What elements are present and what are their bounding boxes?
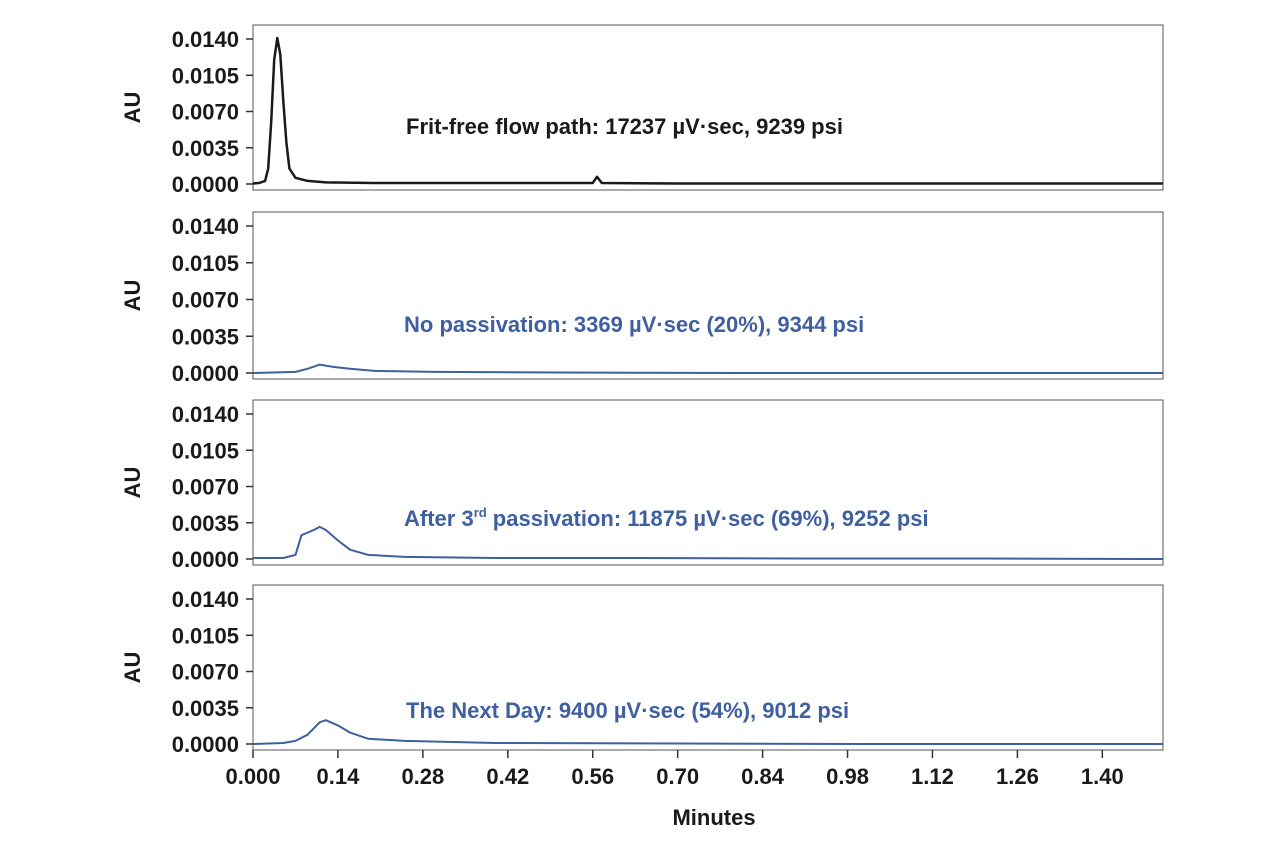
y-tick-label: 0.0035	[172, 324, 239, 349]
y-tick-label: 0.0070	[172, 475, 239, 500]
y-tick-label: 0.0140	[172, 214, 239, 239]
x-axis-label: Minutes	[672, 805, 755, 830]
y-tick-label: 0.0140	[172, 402, 239, 427]
x-tick-label: 0.84	[741, 764, 785, 789]
series-line	[252, 36, 1163, 185]
y-tick-label: 0.0070	[172, 100, 239, 125]
y-tick-label: 0.0035	[172, 696, 239, 721]
y-tick-label: 0.0000	[172, 361, 239, 386]
x-tick-label: 0.28	[401, 764, 444, 789]
series-line	[252, 719, 1163, 745]
y-tick-label: 0.0035	[172, 511, 239, 536]
x-axis: 0.000 0.14 0.28 0.42 0.56 0.70 0.84 0.98 1.12 1.2…	[225, 750, 1124, 830]
panel-frame	[252, 211, 1164, 380]
x-tick-label: 0.42	[486, 764, 529, 789]
y-tick-label: 0.0000	[172, 547, 239, 572]
x-tick-label: 1.26	[996, 764, 1039, 789]
y-tick-label: 0.0105	[172, 438, 239, 463]
y-tick-label: 0.0140	[172, 587, 239, 612]
panel-frame	[252, 399, 1164, 566]
x-tick-label: 0.98	[826, 764, 869, 789]
panel-annotation: After 3rd passivation: 11875 µV·sec (69%…	[404, 505, 929, 531]
y-tick-label: 0.0035	[172, 136, 239, 161]
panel-frame	[252, 584, 1164, 751]
y-tick-label: 0.0000	[172, 172, 239, 197]
series-line	[252, 363, 1163, 374]
chart-panel-3: 0.0000 0.0035 0.0070 0.0105 0.0140 AU After 3r…	[120, 399, 1164, 572]
y-axis-label: AU	[120, 92, 145, 124]
x-tick-label: 0.70	[656, 764, 699, 789]
y-tick-label: 0.0000	[172, 732, 239, 757]
panel-annotation: Frit-free flow path: 17237 µV·sec, 9239 …	[406, 114, 843, 139]
x-tick-label: 1.40	[1081, 764, 1124, 789]
chart-panel-2: 0.0000 0.0035 0.0070 0.0105 0.0140 AU No passi…	[120, 211, 1164, 386]
x-tick-label: 0.14	[317, 764, 361, 789]
panel-annotation: The Next Day: 9400 µV·sec (54%), 9012 ps…	[406, 698, 849, 723]
y-tick-label: 0.0140	[172, 27, 239, 52]
y-axis-label: AU	[120, 280, 145, 312]
y-tick-label: 0.0070	[172, 660, 239, 685]
chart-panel-1: 0.0000 0.0035 0.0070 0.0105 0.0140 AU Frit-fre…	[120, 24, 1164, 197]
y-tick-label: 0.0105	[172, 623, 239, 648]
x-tick-label: 0.000	[225, 764, 280, 789]
chart-panel-4: 0.0000 0.0035 0.0070 0.0105 0.0140 AU The Next…	[120, 584, 1164, 757]
series-line	[253, 525, 1164, 560]
y-tick-label: 0.0070	[172, 288, 239, 313]
panel-annotation: No passivation: 3369 µV·sec (20%), 9344 …	[404, 312, 864, 337]
y-tick-label: 0.0105	[172, 63, 239, 88]
x-tick-label: 0.56	[571, 764, 614, 789]
y-tick-label: 0.0105	[172, 251, 239, 276]
y-axis-label: AU	[120, 652, 145, 684]
x-tick-label: 1.12	[911, 764, 954, 789]
panel-frame	[252, 24, 1164, 191]
y-axis-label: AU	[120, 467, 145, 499]
